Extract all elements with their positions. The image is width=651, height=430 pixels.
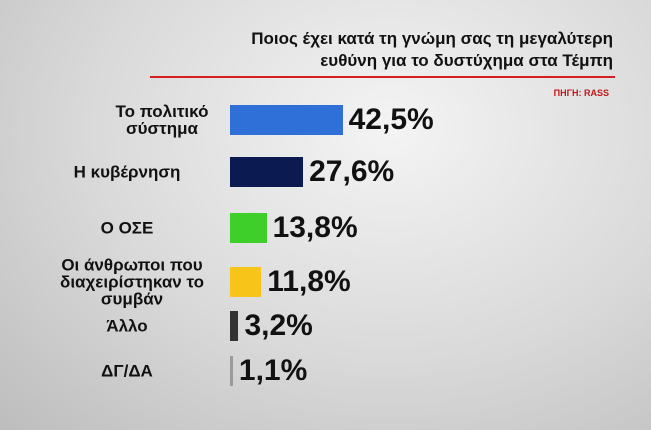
- bar: [230, 267, 262, 297]
- bar: [230, 213, 267, 243]
- category-label: ΔΓ/ΔΑ: [101, 361, 153, 381]
- chart-title: Ποιος έχει κατά τη γνώμη σας τη μεγαλύτε…: [251, 29, 613, 70]
- value-label: 13,8%: [272, 211, 358, 244]
- title-rule: [150, 76, 615, 78]
- value-label: 3,2%: [244, 309, 313, 342]
- bar: [230, 356, 233, 386]
- category-label: Οι άνθρωποι που διαχειρίστηκαν το συμβάν: [60, 255, 204, 309]
- bar: [230, 311, 239, 341]
- category-label: Ο ΟΣΕ: [100, 218, 154, 238]
- category-label: Το πολιτικό σύστημα: [115, 102, 209, 138]
- bar: [230, 105, 343, 135]
- value-label: 11,8%: [267, 265, 351, 298]
- bar: [230, 157, 304, 187]
- value-label: 42,5%: [348, 103, 434, 136]
- source: ΠΗΓΗ: RASS: [553, 88, 609, 98]
- value-label: 27,6%: [309, 155, 395, 188]
- value-label: 1,1%: [238, 354, 308, 387]
- category-label: Άλλο: [106, 316, 148, 336]
- category-label: Η κυβέρνηση: [73, 162, 181, 182]
